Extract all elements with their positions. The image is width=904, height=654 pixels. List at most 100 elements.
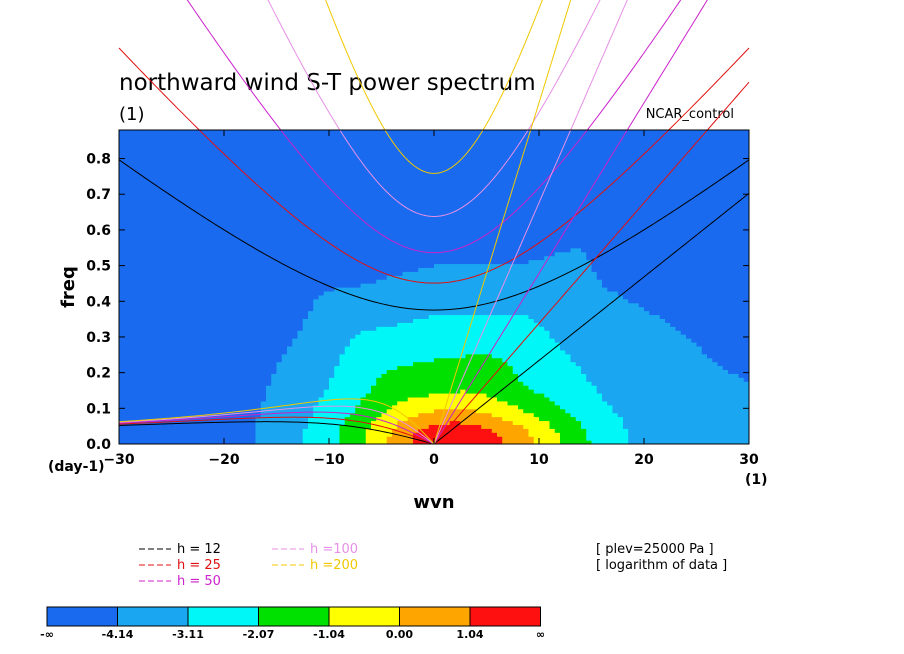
- contour-cell: [224, 322, 230, 327]
- contour-cell: [292, 263, 299, 268]
- contour-cell: [161, 334, 167, 339]
- contour-cell: [318, 389, 325, 394]
- contour-cell: [287, 271, 293, 276]
- contour-cell: [266, 290, 272, 296]
- contour-cell: [124, 338, 131, 343]
- contour-cell: [234, 353, 241, 359]
- contour-cell: [313, 145, 320, 151]
- contour-cell: [124, 428, 131, 433]
- contour-cell: [187, 287, 194, 292]
- contour-cell: [213, 412, 220, 418]
- contour-cell: [161, 428, 167, 433]
- contour-cell: [145, 137, 152, 143]
- contour-cell: [192, 408, 199, 414]
- contour-cell: [292, 177, 299, 182]
- contour-cell: [287, 314, 293, 319]
- contour-cell: [234, 271, 241, 276]
- contour-cell: [234, 255, 241, 261]
- contour-cell: [407, 200, 414, 206]
- contour-cell: [365, 212, 372, 217]
- contour-cell: [355, 149, 362, 155]
- contour-cell: [166, 271, 173, 276]
- contour-cell: [350, 381, 356, 386]
- contour-cell: [234, 263, 241, 268]
- contour-cell: [140, 220, 146, 225]
- contour-cell: [407, 271, 414, 276]
- contour-cell: [355, 298, 362, 304]
- contour-cell: [355, 373, 362, 378]
- contour-cell: [350, 275, 356, 280]
- contour-cell: [287, 302, 293, 308]
- contour-cell: [234, 369, 241, 374]
- contour-cell: [350, 181, 356, 186]
- contour-cell: [213, 400, 220, 406]
- contour-cell: [229, 165, 236, 170]
- contour-cell: [234, 232, 241, 237]
- contour-cell: [439, 330, 446, 335]
- contour-cell: [171, 247, 178, 253]
- contour-cell: [250, 169, 257, 174]
- contour-cell: [260, 412, 267, 418]
- contour-cell: [350, 338, 356, 343]
- contour-cell: [266, 412, 272, 418]
- contour-cell: [334, 279, 341, 284]
- contour-cell: [171, 173, 178, 178]
- contour-cell: [182, 326, 188, 331]
- contour-cell: [161, 290, 167, 296]
- contour-cell: [276, 432, 283, 437]
- contour-cell: [150, 149, 157, 155]
- contour-cell: [308, 377, 314, 382]
- contour-cell: [234, 436, 241, 441]
- contour-cell: [171, 243, 178, 249]
- contour-cell: [376, 290, 383, 296]
- contour-cell: [281, 353, 288, 359]
- contour-cell: [407, 365, 414, 371]
- contour-cell: [418, 298, 425, 304]
- contour-cell: [250, 149, 257, 155]
- contour-cell: [213, 224, 220, 229]
- contour-cell: [182, 290, 188, 296]
- contour-cell: [124, 177, 131, 182]
- contour-cell: [155, 357, 162, 363]
- contour-cell: [423, 239, 430, 245]
- contour-cell: [386, 279, 393, 284]
- contour-cell: [371, 412, 377, 418]
- contour-cell: [323, 188, 330, 194]
- contour-cell: [155, 271, 162, 276]
- contour-cell: [434, 173, 440, 178]
- contour-cell: [260, 373, 267, 378]
- contour-cell: [329, 224, 335, 229]
- contour-cell: [187, 369, 194, 374]
- contour-cell: [229, 322, 236, 327]
- contour-cell: [166, 408, 173, 414]
- contour-cell: [182, 361, 188, 367]
- contour-cell: [176, 318, 183, 323]
- contour-cell: [292, 228, 299, 233]
- contour-cell: [171, 361, 178, 367]
- contour-cell: [365, 165, 372, 170]
- contour-cell: [287, 212, 293, 217]
- contour-cell: [150, 130, 157, 135]
- contour-cell: [386, 373, 393, 378]
- contour-cell: [329, 314, 335, 319]
- contour-cell: [192, 287, 199, 292]
- contour-cell: [119, 259, 125, 265]
- contour-cell: [281, 385, 288, 390]
- contour-cell: [318, 247, 325, 253]
- contour-cell: [271, 232, 278, 237]
- contour-cell: [187, 228, 194, 233]
- contour-cell: [234, 412, 241, 418]
- contour-cell: [124, 208, 131, 214]
- contour-cell: [197, 377, 204, 382]
- contour-cell: [344, 243, 351, 249]
- contour-cell: [266, 153, 272, 159]
- contour-cell: [140, 318, 146, 323]
- contour-cell: [166, 357, 173, 363]
- contour-cell: [318, 385, 325, 390]
- contour-cell: [434, 220, 440, 225]
- contour-cell: [276, 361, 283, 367]
- contour-cell: [203, 228, 209, 233]
- contour-cell: [155, 145, 162, 151]
- contour-cell: [192, 216, 199, 221]
